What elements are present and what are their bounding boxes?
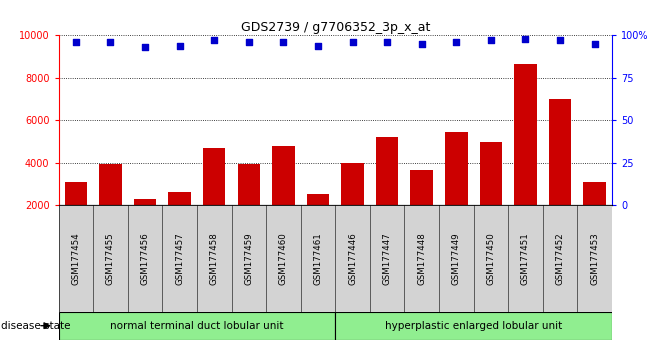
Point bbox=[140, 45, 150, 50]
Text: GSM177449: GSM177449 bbox=[452, 232, 461, 285]
Point bbox=[105, 39, 116, 45]
Text: GSM177450: GSM177450 bbox=[486, 232, 495, 285]
Bar bbox=[445, 132, 467, 248]
Text: GSM177454: GSM177454 bbox=[72, 232, 80, 285]
Point bbox=[174, 43, 185, 48]
Point bbox=[71, 39, 81, 45]
Text: GSM177458: GSM177458 bbox=[210, 232, 219, 285]
Text: GSM177446: GSM177446 bbox=[348, 232, 357, 285]
Point bbox=[243, 39, 254, 45]
Bar bbox=[376, 137, 398, 248]
Text: disease state: disease state bbox=[1, 321, 71, 331]
Bar bbox=[335, 312, 612, 340]
Bar bbox=[169, 192, 191, 248]
Text: GSM177452: GSM177452 bbox=[555, 232, 564, 285]
Bar bbox=[583, 182, 606, 248]
Point bbox=[348, 39, 358, 45]
Point bbox=[555, 38, 565, 43]
Bar bbox=[411, 170, 433, 248]
Bar bbox=[549, 99, 572, 248]
Point bbox=[520, 36, 531, 42]
Text: normal terminal duct lobular unit: normal terminal duct lobular unit bbox=[110, 321, 284, 331]
Bar bbox=[341, 163, 364, 248]
Point bbox=[312, 43, 323, 48]
Text: GSM177461: GSM177461 bbox=[314, 232, 322, 285]
Text: GSM177455: GSM177455 bbox=[106, 232, 115, 285]
Point bbox=[278, 39, 288, 45]
Text: GSM177451: GSM177451 bbox=[521, 232, 530, 285]
Text: GSM177447: GSM177447 bbox=[383, 232, 392, 285]
Bar bbox=[480, 142, 502, 248]
Text: GSM177448: GSM177448 bbox=[417, 232, 426, 285]
Text: hyperplastic enlarged lobular unit: hyperplastic enlarged lobular unit bbox=[385, 321, 562, 331]
Point bbox=[417, 41, 427, 47]
Text: GSM177459: GSM177459 bbox=[244, 232, 253, 285]
Text: GSM177453: GSM177453 bbox=[590, 232, 599, 285]
Point bbox=[486, 38, 496, 43]
Text: GSM177456: GSM177456 bbox=[141, 232, 150, 285]
Bar bbox=[59, 312, 335, 340]
Point bbox=[589, 41, 600, 47]
Point bbox=[451, 39, 462, 45]
Text: GSM177457: GSM177457 bbox=[175, 232, 184, 285]
Bar bbox=[307, 194, 329, 248]
Point bbox=[209, 38, 219, 43]
Title: GDS2739 / g7706352_3p_x_at: GDS2739 / g7706352_3p_x_at bbox=[241, 21, 430, 34]
Bar bbox=[64, 182, 87, 248]
Bar bbox=[514, 64, 536, 248]
Bar bbox=[203, 148, 225, 248]
Bar bbox=[99, 164, 122, 248]
Point bbox=[382, 39, 393, 45]
Text: GSM177460: GSM177460 bbox=[279, 232, 288, 285]
Bar bbox=[272, 146, 295, 248]
Bar bbox=[134, 199, 156, 248]
Bar bbox=[238, 164, 260, 248]
